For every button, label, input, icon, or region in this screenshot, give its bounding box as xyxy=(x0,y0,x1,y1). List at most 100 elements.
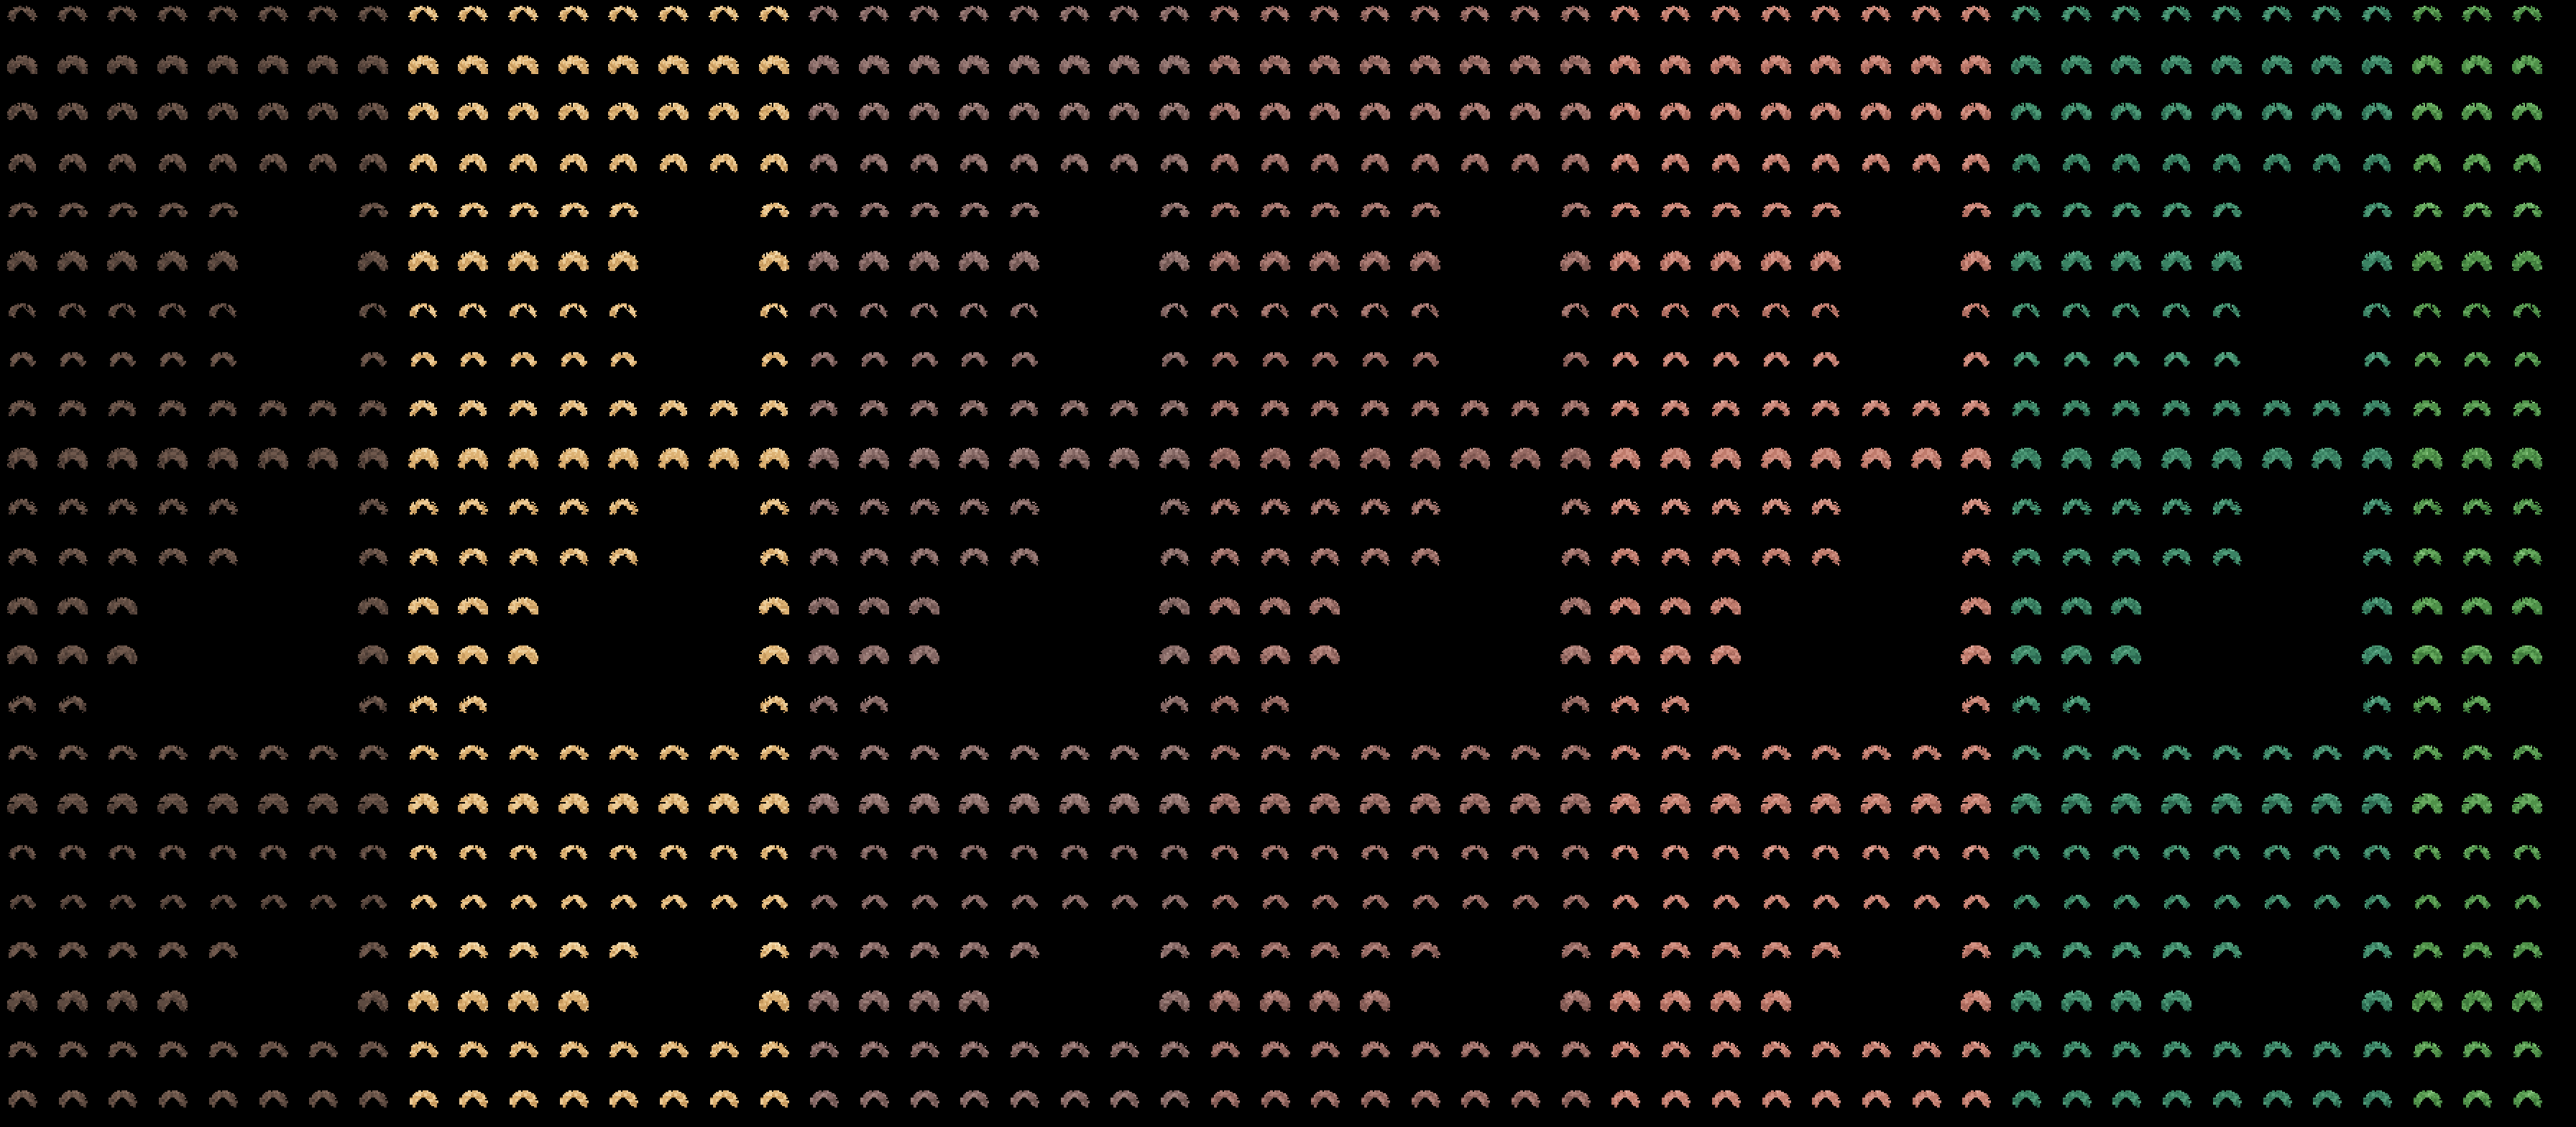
hair-sprite-curly-dome-side-blonde[interactable] xyxy=(601,142,647,188)
hair-sprite-swept-bang-blonde[interactable] xyxy=(451,487,497,533)
hair-sprite-wavy-arch-back-salmon[interactable] xyxy=(1653,241,1699,287)
hair-sprite-pixie-cut-teal-green[interactable] xyxy=(2104,586,2150,632)
hair-sprite-twin-tails-salmon[interactable] xyxy=(1603,1030,1649,1076)
hair-sprite-curly-dome-teal-green[interactable] xyxy=(2154,93,2200,139)
hair-sprite-curly-dome-side-blonde[interactable] xyxy=(651,142,697,188)
hair-sprite-swept-bang-teal-green[interactable] xyxy=(2004,487,2050,533)
hair-sprite-curly-dome-teal-green[interactable] xyxy=(2304,93,2350,139)
hair-sprite-wavy-arch-back-teal-green[interactable] xyxy=(2204,241,2250,287)
hair-sprite-short-bob-back-teal-green[interactable] xyxy=(2355,44,2401,90)
hair-sprite-twin-tails-blonde[interactable] xyxy=(401,1030,447,1076)
hair-sprite-curly-dome-side-salmon[interactable] xyxy=(1954,142,2000,188)
hair-sprite-rounded-cap-rose-brown[interactable] xyxy=(1253,389,1299,435)
hair-sprite-twin-tails-back-dark-brown[interactable] xyxy=(50,1079,96,1125)
hair-sprite-twin-tails-dark-brown[interactable] xyxy=(351,1030,397,1076)
hair-sprite-short-bob-front-mauve-brown[interactable] xyxy=(852,0,898,40)
hair-sprite-rounded-cap-back-salmon[interactable] xyxy=(1904,438,1950,484)
hair-sprite-short-bob-front-mauve-brown[interactable] xyxy=(1002,0,1048,40)
hair-sprite-tall-dome-salmon[interactable] xyxy=(1954,931,2000,977)
hair-sprite-tall-dome-teal-green[interactable] xyxy=(2154,931,2200,977)
hair-sprite-rounded-cap-blonde[interactable] xyxy=(702,389,748,435)
hair-sprite-pixie-cut-teal-green[interactable] xyxy=(2054,586,2100,632)
hair-sprite-twin-tails-back-rose-brown[interactable] xyxy=(1353,1079,1399,1125)
hair-sprite-pigtail-spikes-b-salmon[interactable] xyxy=(1603,783,1649,829)
hair-sprite-wavy-arch-back-mauve-brown[interactable] xyxy=(852,241,898,287)
hair-sprite-curly-dome-side-rose-brown[interactable] xyxy=(1403,142,1449,188)
hair-sprite-curly-dome-side-blonde[interactable] xyxy=(401,142,447,188)
hair-sprite-low-bun-dark-brown[interactable] xyxy=(351,832,397,878)
hair-sprite-messy-top-blonde[interactable] xyxy=(401,684,447,730)
hair-sprite-curly-dome-mauve-brown[interactable] xyxy=(852,93,898,139)
hair-sprite-low-bun-rose-brown[interactable] xyxy=(1553,832,1599,878)
hair-sprite-swept-bang-teal-green[interactable] xyxy=(2104,487,2150,533)
hair-sprite-low-bun-rose-brown[interactable] xyxy=(1353,832,1399,878)
hair-sprite-pigtail-spikes-b-rose-brown[interactable] xyxy=(1553,783,1599,829)
hair-sprite-low-bun-dark-brown[interactable] xyxy=(251,832,297,878)
hair-sprite-short-bob-back-mauve-brown[interactable] xyxy=(1152,44,1198,90)
hair-sprite-twin-tails-back-blonde[interactable] xyxy=(551,1079,597,1125)
hair-sprite-curly-dome-side-dark-brown[interactable] xyxy=(50,142,96,188)
hair-sprite-curly-dome-blonde[interactable] xyxy=(501,93,547,139)
hair-sprite-twin-tails-back-rose-brown[interactable] xyxy=(1403,1079,1449,1125)
hair-sprite-rounded-cap-back-teal-green[interactable] xyxy=(2255,438,2301,484)
hair-sprite-twin-tails-back-teal-green[interactable] xyxy=(2004,1079,2050,1125)
hair-sprite-rounded-cap-back-blonde[interactable] xyxy=(601,438,647,484)
hair-sprite-twin-tails-back-dark-brown[interactable] xyxy=(351,1079,397,1125)
hair-sprite-curly-dome-side-leaf-green[interactable] xyxy=(2455,142,2501,188)
hair-sprite-pixie-cut-back-salmon[interactable] xyxy=(1703,635,1749,681)
hair-sprite-curly-dome-side-teal-green[interactable] xyxy=(2054,142,2100,188)
hair-sprite-twin-tails-teal-green[interactable] xyxy=(2255,1030,2301,1076)
hair-sprite-low-bun-dark-brown[interactable] xyxy=(0,832,46,878)
hair-sprite-swept-bang-back-mauve-brown[interactable] xyxy=(801,537,847,583)
hair-sprite-tall-dome-teal-green[interactable] xyxy=(2355,931,2401,977)
hair-sprite-curly-dome-teal-green[interactable] xyxy=(2104,93,2150,139)
hair-sprite-pigtail-spikes-mauve-brown[interactable] xyxy=(1152,734,1198,780)
hair-sprite-tall-dome-back-leaf-green[interactable] xyxy=(2505,980,2551,1026)
hair-sprite-parted-fringe-side-teal-green[interactable] xyxy=(2054,339,2100,385)
hair-sprite-parted-fringe-side-blonde[interactable] xyxy=(551,339,597,385)
hair-sprite-parted-fringe-dark-brown[interactable] xyxy=(150,290,196,336)
hair-sprite-twin-tails-back-teal-green[interactable] xyxy=(2204,1079,2250,1125)
hair-sprite-twin-tails-rose-brown[interactable] xyxy=(1553,1030,1599,1076)
hair-sprite-swept-bang-dark-brown[interactable] xyxy=(150,487,196,533)
hair-sprite-pigtail-spikes-teal-green[interactable] xyxy=(2104,734,2150,780)
hair-sprite-rounded-cap-back-mauve-brown[interactable] xyxy=(1152,438,1198,484)
hair-sprite-parted-fringe-dark-brown[interactable] xyxy=(351,290,397,336)
hair-sprite-low-bun-back-salmon[interactable] xyxy=(1754,882,1800,928)
hair-sprite-parted-fringe-teal-green[interactable] xyxy=(2154,290,2200,336)
hair-sprite-parted-fringe-side-mauve-brown[interactable] xyxy=(852,339,898,385)
hair-sprite-pigtail-spikes-salmon[interactable] xyxy=(1904,734,1950,780)
hair-sprite-pigtail-spikes-dark-brown[interactable] xyxy=(251,734,297,780)
hair-sprite-pigtail-spikes-salmon[interactable] xyxy=(1703,734,1749,780)
hair-sprite-swept-bang-dark-brown[interactable] xyxy=(100,487,146,533)
hair-sprite-rounded-cap-back-teal-green[interactable] xyxy=(2154,438,2200,484)
hair-sprite-short-bob-back-dark-brown[interactable] xyxy=(100,44,146,90)
hair-sprite-swept-bang-back-rose-brown[interactable] xyxy=(1302,537,1348,583)
hair-sprite-rounded-cap-back-mauve-brown[interactable] xyxy=(852,438,898,484)
hair-sprite-pixie-cut-teal-green[interactable] xyxy=(2004,586,2050,632)
hair-sprite-twin-tails-teal-green[interactable] xyxy=(2355,1030,2401,1076)
hair-sprite-tall-dome-salmon[interactable] xyxy=(1754,931,1800,977)
hair-sprite-rounded-cap-back-mauve-brown[interactable] xyxy=(1102,438,1148,484)
hair-sprite-twin-tails-dark-brown[interactable] xyxy=(50,1030,96,1076)
hair-sprite-curly-dome-side-mauve-brown[interactable] xyxy=(1052,142,1098,188)
hair-sprite-low-bun-back-rose-brown[interactable] xyxy=(1202,882,1248,928)
hair-sprite-wavy-arch-back-blonde[interactable] xyxy=(601,241,647,287)
hair-sprite-short-bob-back-teal-green[interactable] xyxy=(2154,44,2200,90)
hair-sprite-rounded-cap-back-mauve-brown[interactable] xyxy=(801,438,847,484)
hair-sprite-tall-dome-back-salmon[interactable] xyxy=(1653,980,1699,1026)
hair-sprite-swept-bang-back-mauve-brown[interactable] xyxy=(902,537,948,583)
hair-sprite-parted-fringe-mauve-brown[interactable] xyxy=(1002,290,1048,336)
hair-sprite-twin-tails-back-leaf-green[interactable] xyxy=(2505,1079,2551,1125)
hair-sprite-short-bob-front-rose-brown[interactable] xyxy=(1403,0,1449,40)
hair-sprite-rounded-cap-back-blonde[interactable] xyxy=(702,438,748,484)
hair-sprite-swept-bang-mauve-brown[interactable] xyxy=(801,487,847,533)
hair-sprite-pixie-cut-rose-brown[interactable] xyxy=(1253,586,1299,632)
hair-sprite-pigtail-spikes-teal-green[interactable] xyxy=(2355,734,2401,780)
hair-sprite-curly-dome-blonde[interactable] xyxy=(651,93,697,139)
hair-sprite-pigtail-spikes-b-salmon[interactable] xyxy=(1954,783,2000,829)
hair-sprite-short-bob-front-mauve-brown[interactable] xyxy=(902,0,948,40)
hair-sprite-curly-dome-side-dark-brown[interactable] xyxy=(201,142,247,188)
hair-sprite-short-bob-front-rose-brown[interactable] xyxy=(1553,0,1599,40)
hair-sprite-swept-bang-mauve-brown[interactable] xyxy=(1152,487,1198,533)
